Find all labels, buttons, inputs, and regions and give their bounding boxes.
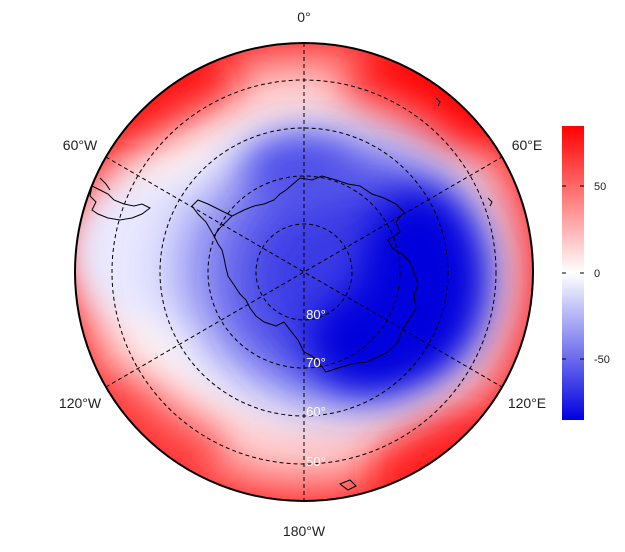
- lon-label-lower-left: 120°W: [59, 395, 102, 411]
- lat-label-60: 60°: [306, 404, 326, 419]
- colorbar-label-neg50: -50: [594, 354, 610, 366]
- meridian-120: [105, 156, 503, 388]
- south-america-tip: [89, 185, 151, 221]
- lon-label-upper-left: 60°W: [63, 137, 98, 153]
- new-zealand-fragment: [338, 479, 357, 491]
- coastlines: [89, 97, 493, 491]
- lon-label-lower-right: 120°E: [508, 395, 546, 411]
- colorbar-label-0: 0: [594, 268, 600, 280]
- lon-label-bottom: 180°W: [283, 523, 326, 539]
- colorbar: 50 0 -50: [562, 126, 610, 420]
- map-boundary: [74, 42, 534, 502]
- islands-ne: [435, 97, 441, 107]
- colorbar-label-50: 50: [594, 181, 606, 193]
- colorbar-gradient: [562, 126, 584, 420]
- lon-label-upper-right: 60°E: [512, 137, 543, 153]
- antarctic-peninsula: [191, 199, 233, 237]
- lat-label-80: 80°: [306, 307, 326, 322]
- lat-label-50: 50°: [306, 454, 326, 469]
- antarctica-coastline: [213, 175, 419, 373]
- south-america-west: [99, 177, 111, 191]
- anomaly-field: [75, 43, 533, 501]
- colorbar-ticks: [562, 185, 584, 360]
- lon-label-top: 0°: [297, 9, 310, 25]
- islands-east: [487, 197, 493, 207]
- meridian-60: [105, 156, 503, 388]
- lat-label-70: 70°: [306, 355, 326, 370]
- lat-circle-80: [255, 223, 353, 321]
- graticule: [105, 43, 503, 501]
